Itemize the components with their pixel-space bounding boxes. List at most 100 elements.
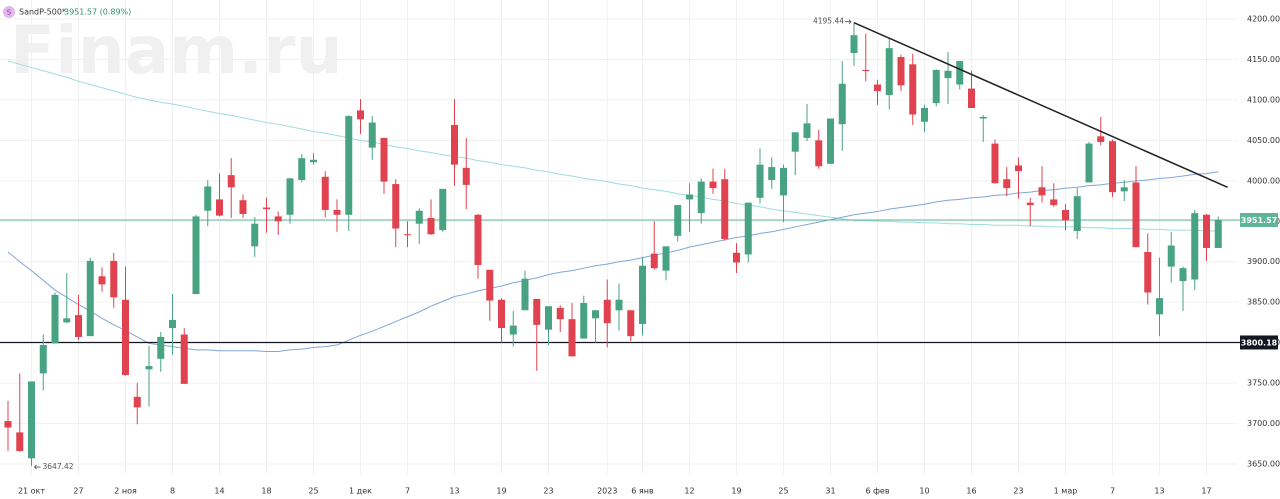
x-tick-label: 19 <box>731 487 741 496</box>
candle-body <box>1026 202 1034 206</box>
candle-body <box>298 158 306 181</box>
high-annotation: 4195.44 <box>813 17 844 26</box>
y-tick-label: 3900.00 <box>1247 257 1280 266</box>
x-tick-label: 25 <box>308 487 318 496</box>
candle-body <box>991 143 999 184</box>
candle-body <box>63 318 71 323</box>
x-tick-label: 18 <box>261 487 271 496</box>
candle-body <box>227 175 235 188</box>
x-tick-label: 25 <box>778 487 788 496</box>
candle-body <box>216 199 223 216</box>
candle-body <box>1144 252 1152 293</box>
ma-line <box>7 60 1219 232</box>
x-tick-label: 31 <box>825 487 835 496</box>
candle-body <box>333 209 341 215</box>
candle-body <box>1191 213 1199 280</box>
candle-body <box>122 299 129 375</box>
candle-body <box>28 381 35 459</box>
price-tag-label: 3800.18 <box>1241 338 1278 347</box>
price-tag-label: 3951.57 <box>1241 216 1277 225</box>
candle-body <box>321 176 329 210</box>
candle-body <box>639 265 646 325</box>
candle-body <box>827 118 834 164</box>
candle-body <box>1120 187 1128 192</box>
candle-body <box>380 137 388 182</box>
candle-body <box>768 167 776 181</box>
candle-body <box>791 132 799 152</box>
x-tick-label: 23 <box>543 487 553 496</box>
candle-body <box>75 315 82 337</box>
candle-body <box>157 336 165 359</box>
candle-body <box>662 246 670 271</box>
candle-body <box>51 294 59 344</box>
candle-body <box>1167 245 1175 267</box>
candle-body <box>427 218 435 235</box>
candle-body <box>979 116 987 119</box>
grid <box>0 0 1238 474</box>
low-annotation: 3647.42 <box>43 462 74 471</box>
y-tick-label: 4100.00 <box>1247 95 1280 104</box>
candle-body <box>204 186 212 211</box>
candle-body <box>697 181 705 214</box>
candle-body <box>1003 179 1011 189</box>
candle-body <box>733 252 740 263</box>
x-tick-label: 7 <box>1110 487 1115 496</box>
candle-body <box>885 48 893 96</box>
candle-body <box>392 184 400 229</box>
candle-body <box>780 167 787 196</box>
candle-body <box>568 319 576 357</box>
arrow <box>845 19 852 24</box>
candle-body <box>368 122 376 148</box>
candle-body <box>1062 209 1069 221</box>
candle-body <box>709 181 717 189</box>
candle-body <box>932 69 940 104</box>
candle-body <box>650 253 658 269</box>
x-tick-label: 7 <box>405 487 410 496</box>
candle-body <box>756 164 764 198</box>
y-tick-label: 3750.00 <box>1247 379 1280 388</box>
candle-body <box>603 299 611 324</box>
chart-title: SandP-500* <box>19 8 66 17</box>
price-tag <box>1240 335 1278 350</box>
candle-body <box>956 61 964 85</box>
x-tick-label: 10 <box>919 487 929 496</box>
candle-body <box>533 298 541 325</box>
plot <box>0 22 1240 467</box>
icon-letter: S <box>7 9 12 17</box>
candle-body <box>462 167 470 185</box>
candle-body <box>1085 143 1093 183</box>
x-tick-label: 14 <box>214 487 224 496</box>
x-tick-label: 13 <box>1154 487 1164 496</box>
x-tick-label: 17 <box>1201 487 1211 496</box>
candle-body <box>509 325 517 335</box>
candle-body <box>909 64 917 115</box>
candle-body <box>286 178 294 215</box>
candle-body <box>1073 196 1081 231</box>
candle-body <box>404 234 411 236</box>
x-tick-label: 1 мар <box>1054 487 1078 496</box>
candle-body <box>556 307 564 320</box>
candle-body <box>1214 219 1222 248</box>
candle-body <box>686 194 693 200</box>
candle-body <box>545 306 552 330</box>
watermark: Finam.ru <box>10 12 343 89</box>
candle-body <box>345 116 353 215</box>
candle-body <box>921 108 928 122</box>
candle-body <box>815 140 823 167</box>
candle-body <box>1109 141 1116 193</box>
candle-body <box>1015 165 1022 172</box>
x-tick-label: 27 <box>73 487 83 496</box>
x-tick-label: 23 <box>1013 487 1023 496</box>
header: S SandP-500* 3951.57 (0.89%) <box>3 6 131 18</box>
candle-body <box>145 366 153 370</box>
candle-body <box>39 345 47 374</box>
price-tag <box>1240 212 1278 227</box>
candle-body <box>968 88 975 109</box>
candle-body <box>674 205 682 236</box>
candle-body <box>86 260 94 337</box>
candle-body <box>862 69 870 71</box>
quote: 3951.57 (0.89%) <box>64 8 131 17</box>
x-tick-label: 6 янв <box>631 487 654 496</box>
